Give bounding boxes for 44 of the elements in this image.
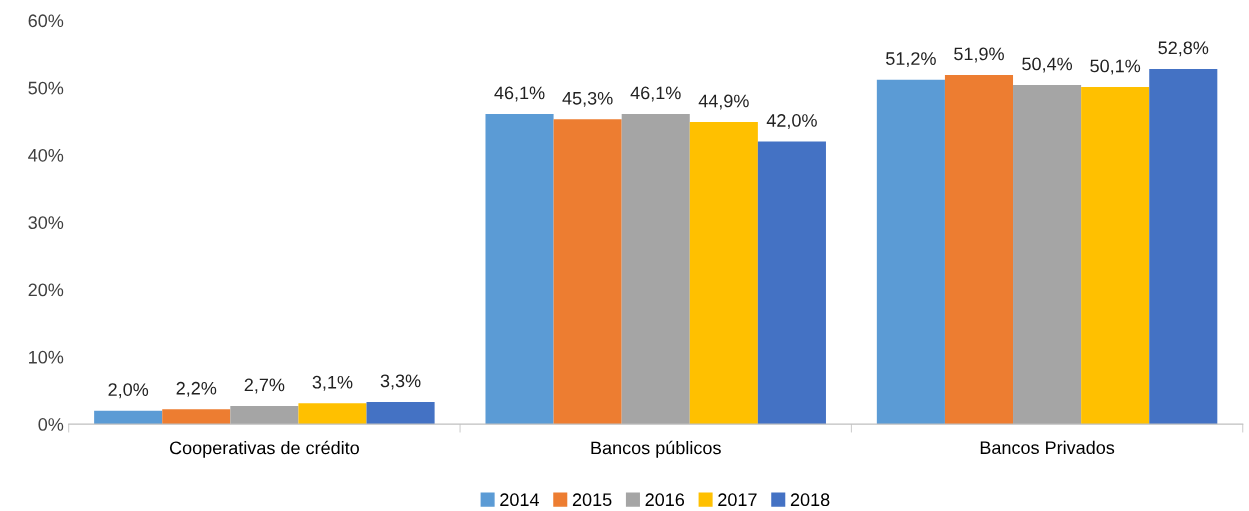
bar <box>689 122 758 425</box>
y-tick-label: 40% <box>28 148 64 162</box>
data-label: 3,3% <box>380 374 421 390</box>
x-tick-label: Cooperativas de crédito <box>169 440 359 458</box>
y-tick-label: 30% <box>28 216 64 230</box>
data-label: 45,3% <box>562 91 613 107</box>
bar <box>366 401 435 425</box>
data-label: 2,7% <box>244 378 285 394</box>
bar <box>876 79 945 425</box>
bar <box>757 141 826 425</box>
data-label: 42,0% <box>766 114 817 129</box>
data-label: 46,1% <box>630 86 681 102</box>
bar <box>1149 68 1218 425</box>
data-label: 52,8% <box>1158 41 1209 57</box>
y-tick-label: 10% <box>29 350 64 364</box>
bar <box>162 409 231 425</box>
data-label: 46,1% <box>494 86 545 102</box>
legend-label: 2018 <box>790 493 830 507</box>
data-label: 3,1% <box>312 375 353 391</box>
data-label: 50,4% <box>1022 57 1073 73</box>
y-tick-label: 50% <box>28 81 64 95</box>
bar <box>944 74 1014 425</box>
data-label: 50,1% <box>1090 59 1141 75</box>
bar <box>1081 87 1150 425</box>
y-tick-label: 0% <box>38 418 64 431</box>
legend-label: 2017 <box>718 493 757 507</box>
bar <box>485 113 554 425</box>
data-label: 44,9% <box>698 94 749 110</box>
data-label: 51,9% <box>954 47 1004 63</box>
data-label: 2,0% <box>108 383 149 399</box>
bar <box>621 113 690 425</box>
bar <box>1013 85 1082 425</box>
legend-label: 2014 <box>500 493 539 507</box>
legend-label: 2015 <box>572 493 612 507</box>
y-tick-label: 60% <box>28 14 64 28</box>
bar <box>298 403 367 425</box>
bar <box>230 405 299 425</box>
x-tick-label: Bancos Privados <box>980 440 1115 455</box>
legend-label: 2016 <box>645 493 685 507</box>
data-label: 51,2% <box>886 52 936 68</box>
bar <box>553 119 622 425</box>
x-tick-label: Bancos públicos <box>591 440 721 458</box>
y-tick-label: 20% <box>28 283 64 297</box>
data-label: 2,2% <box>176 381 217 397</box>
